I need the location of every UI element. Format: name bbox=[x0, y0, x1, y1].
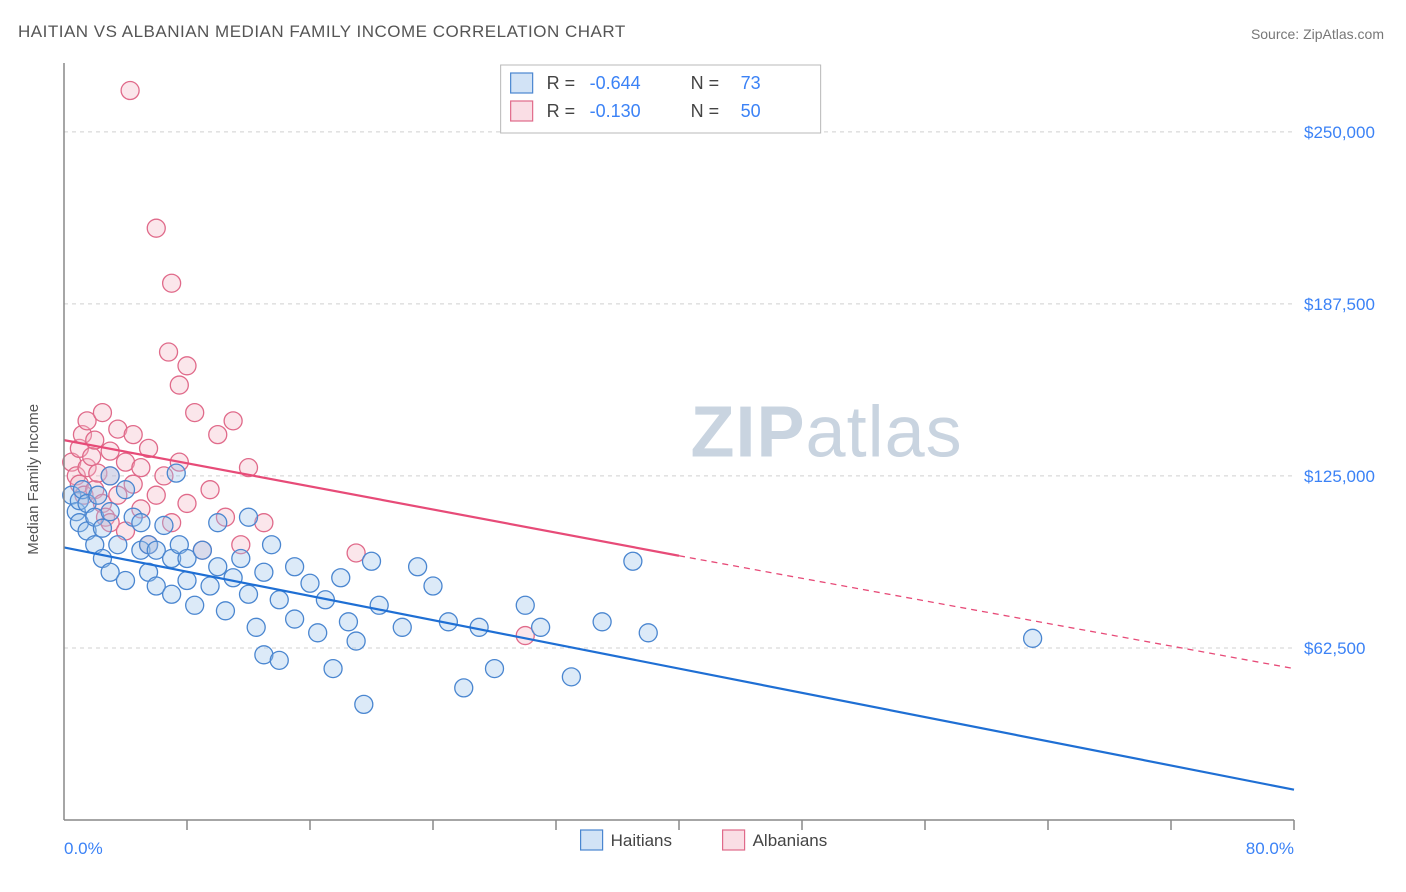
svg-text:$187,500: $187,500 bbox=[1304, 295, 1375, 314]
scatter-point bbox=[178, 494, 196, 512]
svg-text:R =: R = bbox=[547, 73, 576, 93]
scatter-point bbox=[89, 486, 107, 504]
scatter-point bbox=[178, 572, 196, 590]
scatter-point bbox=[270, 651, 288, 669]
legend-swatch bbox=[581, 830, 603, 850]
scatter-point bbox=[163, 274, 181, 292]
chart-title: HAITIAN VS ALBANIAN MEDIAN FAMILY INCOME… bbox=[18, 22, 626, 42]
scatter-point bbox=[209, 514, 227, 532]
scatter-point bbox=[593, 613, 611, 631]
scatter-point bbox=[117, 481, 135, 499]
scatter-point bbox=[186, 404, 204, 422]
scatter-point bbox=[409, 558, 427, 576]
scatter-point bbox=[93, 519, 111, 537]
scatter-point bbox=[209, 558, 227, 576]
scatter-point bbox=[363, 552, 381, 570]
scatter-point bbox=[224, 569, 242, 587]
scatter-point bbox=[160, 343, 178, 361]
scatter-point bbox=[167, 464, 185, 482]
scatter-point bbox=[516, 596, 534, 614]
correlation-scatter-chart: $62,500 $125,000 $187,500 $250,000 ZIPatlas 0… bbox=[16, 55, 1388, 864]
source-link[interactable]: ZipAtlas.com bbox=[1303, 26, 1384, 42]
scatter-point bbox=[132, 514, 150, 532]
scatter-point bbox=[455, 679, 473, 697]
scatter-point bbox=[562, 668, 580, 686]
scatter-point bbox=[83, 448, 101, 466]
legend-swatch bbox=[723, 830, 745, 850]
svg-text:Median Family Income: Median Family Income bbox=[25, 404, 42, 555]
scatter-point bbox=[93, 404, 111, 422]
scatter-point bbox=[117, 572, 135, 590]
legend-swatch bbox=[511, 73, 533, 93]
trend-line-extrapolated bbox=[679, 556, 1294, 669]
svg-text:N =: N = bbox=[691, 101, 720, 121]
scatter-point bbox=[186, 596, 204, 614]
scatter-point bbox=[339, 613, 357, 631]
scatter-point bbox=[347, 632, 365, 650]
scatter-point bbox=[240, 508, 258, 526]
scatter-point bbox=[124, 426, 142, 444]
legend-swatch bbox=[511, 101, 533, 121]
svg-text:-0.130: -0.130 bbox=[590, 101, 641, 121]
scatter-point bbox=[486, 660, 504, 678]
svg-text:R =: R = bbox=[547, 101, 576, 121]
scatter-point bbox=[101, 503, 119, 521]
scatter-point bbox=[101, 467, 119, 485]
svg-text:ZIPatlas: ZIPatlas bbox=[691, 393, 963, 473]
scatter-point bbox=[209, 426, 227, 444]
svg-text:-0.644: -0.644 bbox=[590, 73, 641, 93]
scatter-point bbox=[263, 536, 281, 554]
svg-text:N =: N = bbox=[691, 73, 720, 93]
svg-text:73: 73 bbox=[741, 73, 761, 93]
scatter-point bbox=[393, 618, 411, 636]
scatter-point bbox=[224, 412, 242, 430]
scatter-point bbox=[155, 516, 173, 534]
scatter-point bbox=[309, 624, 327, 642]
scatter-point bbox=[132, 459, 150, 477]
scatter-point bbox=[193, 541, 211, 559]
scatter-point bbox=[147, 486, 165, 504]
scatter-point bbox=[255, 563, 273, 581]
scatter-point bbox=[286, 610, 304, 628]
scatter-point bbox=[163, 585, 181, 603]
source-label: Source: bbox=[1251, 26, 1299, 42]
scatter-point bbox=[639, 624, 657, 642]
scatter-point bbox=[532, 618, 550, 636]
scatter-point bbox=[355, 695, 373, 713]
scatter-point bbox=[201, 481, 219, 499]
legend-label: Albanians bbox=[753, 831, 828, 850]
scatter-point bbox=[624, 552, 642, 570]
scatter-point bbox=[286, 558, 304, 576]
svg-text:80.0%: 80.0% bbox=[1246, 839, 1294, 858]
svg-text:0.0%: 0.0% bbox=[64, 839, 103, 858]
scatter-point bbox=[270, 591, 288, 609]
scatter-point bbox=[1024, 629, 1042, 647]
scatter-point bbox=[240, 585, 258, 603]
scatter-point bbox=[170, 376, 188, 394]
scatter-point bbox=[332, 569, 350, 587]
scatter-point bbox=[424, 577, 442, 595]
scatter-point bbox=[101, 442, 119, 460]
scatter-point bbox=[324, 660, 342, 678]
trend-line bbox=[64, 547, 1294, 789]
legend-label: Haitians bbox=[611, 831, 672, 850]
scatter-point bbox=[232, 549, 250, 567]
scatter-point bbox=[109, 536, 127, 554]
scatter-point bbox=[201, 577, 219, 595]
scatter-point bbox=[301, 574, 319, 592]
svg-text:$250,000: $250,000 bbox=[1304, 123, 1375, 142]
scatter-point bbox=[178, 357, 196, 375]
source-attribution: Source: ZipAtlas.com bbox=[1251, 26, 1384, 42]
svg-text:$62,500: $62,500 bbox=[1304, 639, 1365, 658]
svg-text:$125,000: $125,000 bbox=[1304, 467, 1375, 486]
svg-text:50: 50 bbox=[741, 101, 761, 121]
scatter-point bbox=[216, 602, 234, 620]
scatter-point bbox=[121, 82, 139, 100]
scatter-point bbox=[147, 219, 165, 237]
scatter-point bbox=[247, 618, 265, 636]
